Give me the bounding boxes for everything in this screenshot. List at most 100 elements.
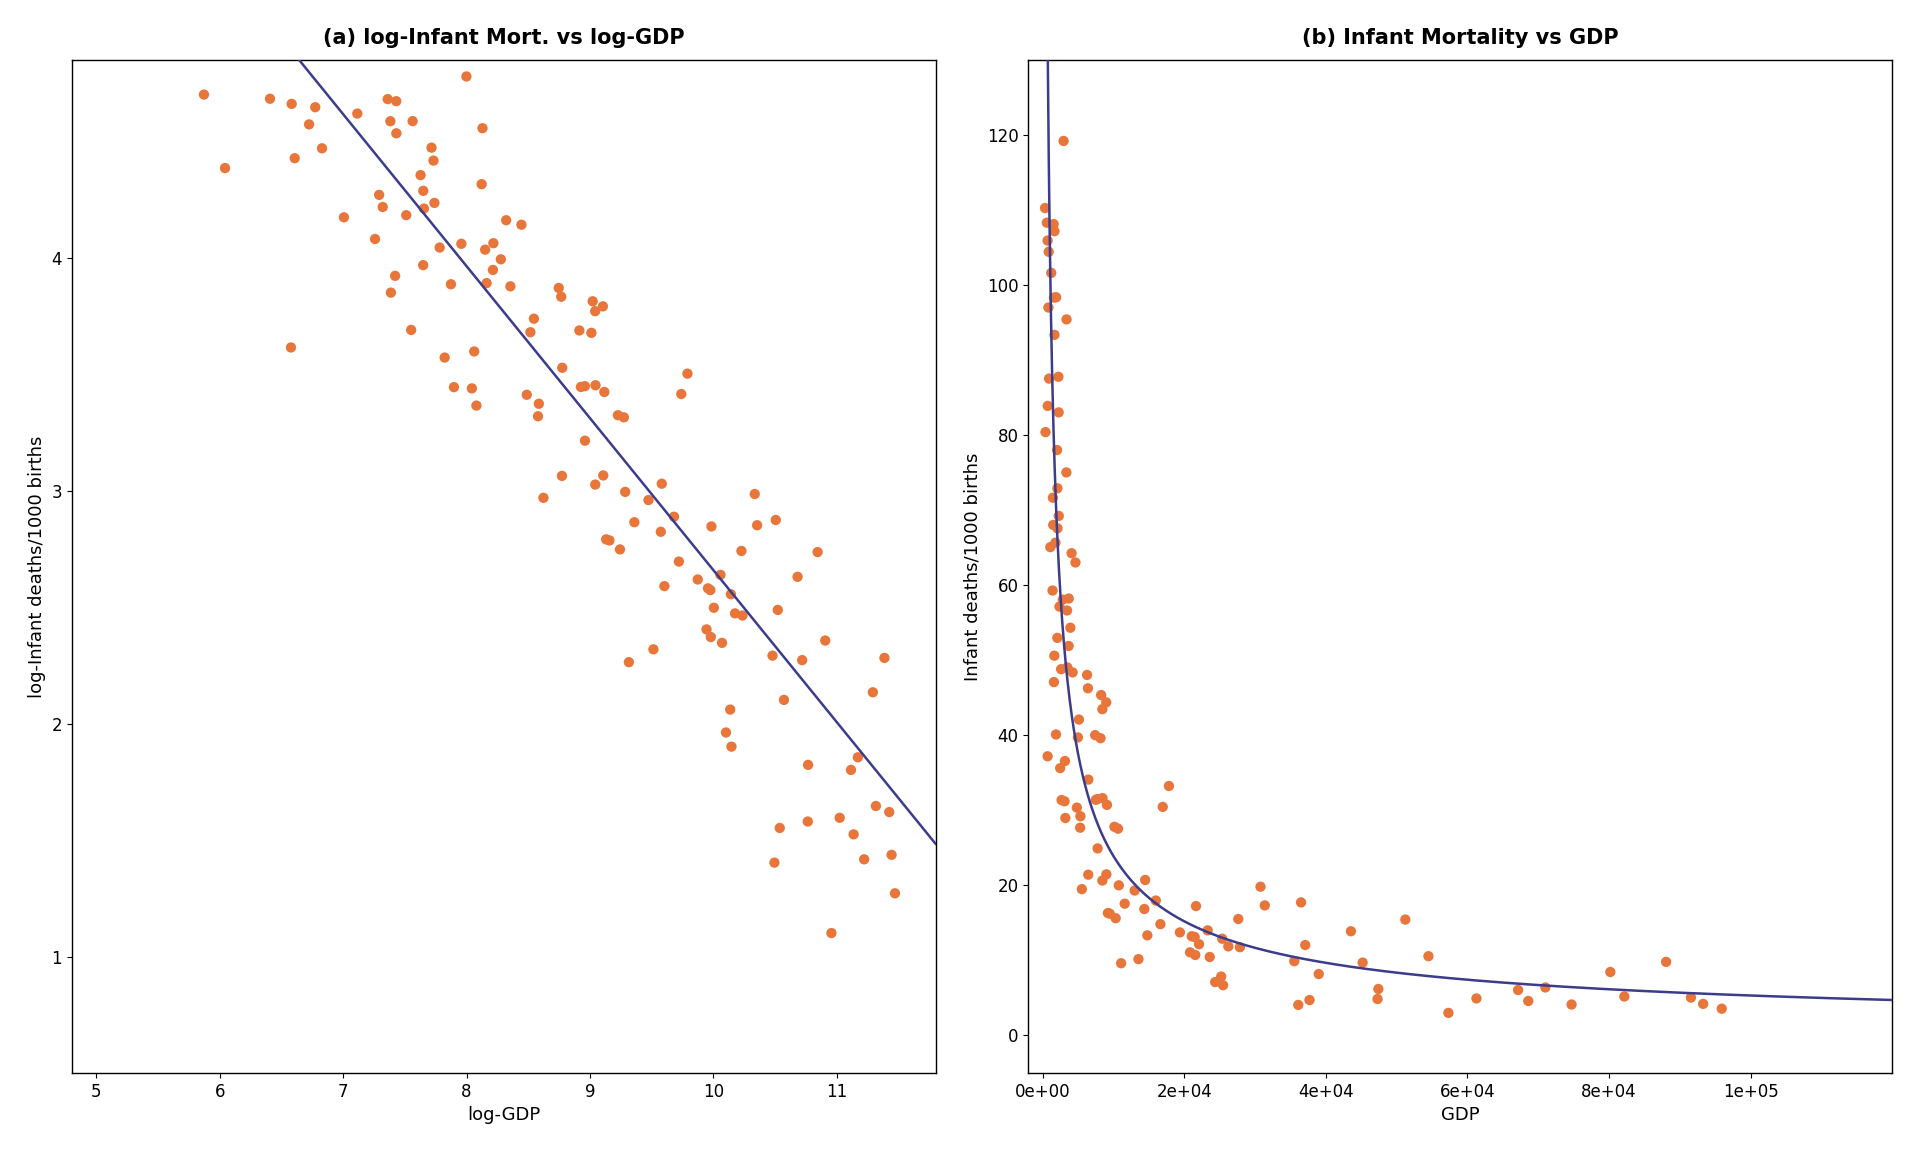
Point [758,854,789,872]
Point [1043,629,1073,647]
Point [430,348,461,366]
Point [1062,728,1092,746]
Point [760,510,791,529]
Point [407,256,438,274]
Point [1094,904,1125,923]
Point [839,825,870,843]
Point [707,634,737,652]
Point [580,302,611,320]
Point [716,737,747,756]
Point [593,531,624,550]
Point [1123,950,1154,969]
Point [793,812,824,831]
Point [1071,666,1102,684]
Point [1294,991,1325,1009]
Point [1083,839,1114,857]
Point [1363,979,1394,998]
Point [392,206,422,225]
Point [467,119,497,137]
Point [1052,601,1083,620]
Point [1091,865,1121,884]
Point [659,508,689,526]
Point [666,385,697,403]
Point [1119,881,1150,900]
Point [359,229,390,248]
Point [634,491,664,509]
Point [876,846,906,864]
Point [637,641,668,659]
Point [1165,923,1196,941]
Point [407,182,438,200]
Point [768,691,799,710]
Point [1461,990,1492,1008]
Point [1348,954,1379,972]
Point [603,406,634,424]
Point [1390,910,1421,929]
Point [1085,729,1116,748]
Point [1043,520,1073,538]
Point [672,364,703,382]
Point [1192,922,1223,940]
Point [507,215,538,234]
Point [1087,871,1117,889]
Point [1046,660,1077,679]
Point [459,342,490,361]
Point [1432,1003,1463,1022]
Point [1033,746,1064,765]
Point [300,98,330,116]
Point [879,884,910,902]
Point [605,540,636,559]
Point [1283,995,1313,1014]
Point [1039,516,1069,535]
Point [547,467,578,485]
Point [1062,798,1092,817]
Point [438,378,468,396]
Point [1208,930,1238,948]
Point [1676,988,1707,1007]
Point [1596,963,1626,982]
Point [419,151,449,169]
Point [424,238,455,257]
Point [1413,947,1444,965]
Point [1092,796,1123,814]
Point [1250,896,1281,915]
Point [781,568,812,586]
Point [478,234,509,252]
Point [1181,946,1212,964]
Point [1129,900,1160,918]
Point [1050,809,1081,827]
Point [528,488,559,507]
Point [1144,915,1175,933]
Point [486,250,516,268]
Point [255,90,286,108]
Point [363,185,394,204]
Point [697,517,728,536]
Point [1557,995,1588,1014]
Point [1133,926,1164,945]
Point [803,543,833,561]
Point [1079,726,1110,744]
Point [1043,507,1073,525]
X-axis label: log-GDP: log-GDP [467,1106,540,1124]
Point [1651,953,1682,971]
Point [1129,871,1160,889]
Point [1041,288,1071,306]
X-axis label: GDP: GDP [1442,1106,1480,1124]
Point [515,323,545,341]
Point [1050,463,1081,482]
Point [294,115,324,134]
Point [1031,213,1062,232]
Point [1043,403,1073,422]
Point [699,599,730,617]
Point [380,124,411,143]
Point [545,288,576,306]
Point [1033,298,1064,317]
Point [518,310,549,328]
Point [376,283,407,302]
Title: (b) Infant Mortality vs GDP: (b) Infant Mortality vs GDP [1302,28,1619,47]
Point [1091,694,1121,712]
Y-axis label: Infant deaths/1000 births: Infant deaths/1000 births [964,453,981,681]
Point [1503,980,1534,999]
Point [1046,790,1077,809]
Point [445,235,476,253]
